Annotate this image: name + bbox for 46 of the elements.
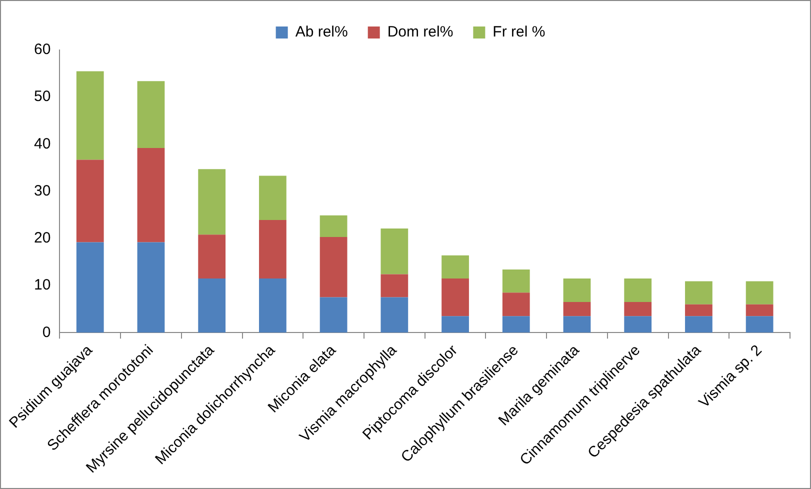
bar [563,302,591,316]
bar [198,169,226,235]
bar [502,292,530,316]
bar [259,278,286,333]
bar [685,281,712,304]
legend-label: Dom rel% [387,24,454,41]
bar [746,281,774,304]
bar [259,220,286,278]
y-tick-label: 50 [34,88,51,106]
bar [380,297,408,333]
y-tick-label: 60 [34,41,51,58]
bar [563,278,591,302]
bar [137,242,165,333]
bar [259,176,286,220]
bar [76,71,104,160]
bar [563,316,591,333]
bar [685,316,712,333]
bar [746,316,774,333]
bar [198,234,226,278]
bar [76,242,104,333]
bar [137,81,165,148]
bar [502,316,530,333]
bar [502,270,530,293]
y-tick-label: 0 [42,324,51,341]
bar [320,215,348,238]
y-tick-label: 30 [34,182,51,200]
y-tick-label: 10 [34,276,51,294]
bar [442,255,469,278]
legend-label: Ab rel% [295,24,348,41]
bar [320,297,348,333]
bar [442,278,469,316]
legend-label: Fr rel % [492,24,546,41]
bar [624,316,652,333]
y-tick-label: 20 [34,230,51,247]
bar [380,274,408,298]
bar [76,160,104,242]
y-tick-label: 40 [34,135,51,152]
bar [442,316,469,333]
bar [624,302,652,316]
bar [320,237,348,298]
bar [198,278,226,333]
bar [380,228,408,274]
bar [685,304,712,316]
bar [746,304,774,316]
bar [137,148,165,242]
bar [624,278,652,302]
